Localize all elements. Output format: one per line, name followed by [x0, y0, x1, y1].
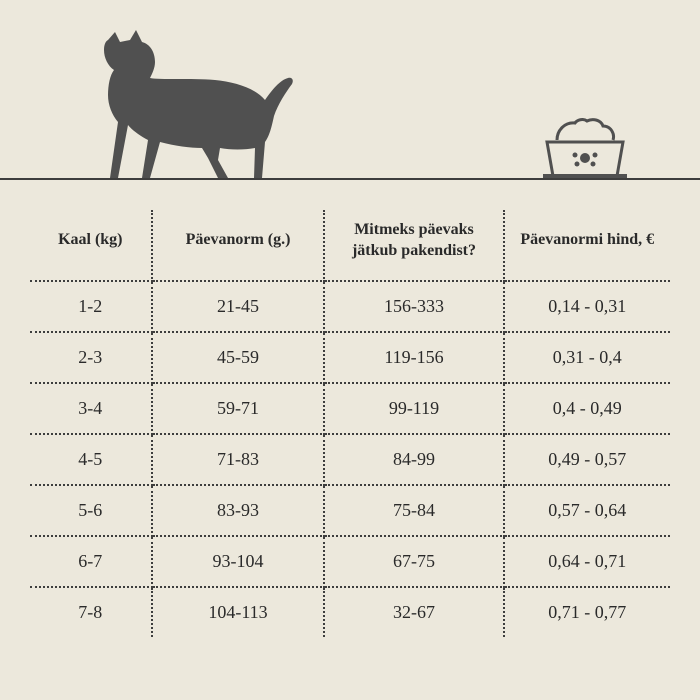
- cell-norm: 45-59: [152, 332, 325, 383]
- col-header-weight: Kaal (kg): [30, 210, 152, 281]
- cell-days: 156-333: [324, 281, 503, 332]
- table-row: 3-459-7199-1190,4 - 0,49: [30, 383, 670, 434]
- table-body: 1-221-45156-3330,14 - 0,312-345-59119-15…: [30, 281, 670, 637]
- cell-days: 32-67: [324, 587, 503, 637]
- cell-norm: 93-104: [152, 536, 325, 587]
- food-bowl-icon: [535, 118, 635, 180]
- table-row: 6-793-10467-750,64 - 0,71: [30, 536, 670, 587]
- cell-price: 0,31 - 0,4: [504, 332, 670, 383]
- cell-price: 0,71 - 0,77: [504, 587, 670, 637]
- cell-weight: 7-8: [30, 587, 152, 637]
- table-row: 5-683-9375-840,57 - 0,64: [30, 485, 670, 536]
- cell-norm: 104-113: [152, 587, 325, 637]
- cell-price: 0,49 - 0,57: [504, 434, 670, 485]
- cell-weight: 5-6: [30, 485, 152, 536]
- table-row: 7-8104-11332-670,71 - 0,77: [30, 587, 670, 637]
- feeding-table-container: Kaal (kg) Päevanorm (g.) Mitmeks päevaks…: [0, 180, 700, 637]
- cell-days: 67-75: [324, 536, 503, 587]
- table-row: 4-571-8384-990,49 - 0,57: [30, 434, 670, 485]
- cell-days: 99-119: [324, 383, 503, 434]
- col-header-price: Päevanormi hind, €: [504, 210, 670, 281]
- header-illustration: [0, 0, 700, 180]
- cell-weight: 4-5: [30, 434, 152, 485]
- cell-norm: 71-83: [152, 434, 325, 485]
- cell-price: 0,14 - 0,31: [504, 281, 670, 332]
- cell-weight: 3-4: [30, 383, 152, 434]
- col-header-days: Mitmeks päevaks jätkub pakendist?: [324, 210, 503, 281]
- cell-days: 75-84: [324, 485, 503, 536]
- cell-price: 0,64 - 0,71: [504, 536, 670, 587]
- cell-days: 84-99: [324, 434, 503, 485]
- cell-price: 0,4 - 0,49: [504, 383, 670, 434]
- cell-days: 119-156: [324, 332, 503, 383]
- cell-price: 0,57 - 0,64: [504, 485, 670, 536]
- col-header-norm: Päevanorm (g.): [152, 210, 325, 281]
- table-row: 2-345-59119-1560,31 - 0,4: [30, 332, 670, 383]
- table-header-row: Kaal (kg) Päevanorm (g.) Mitmeks päevaks…: [30, 210, 670, 281]
- cell-norm: 83-93: [152, 485, 325, 536]
- feeding-table: Kaal (kg) Päevanorm (g.) Mitmeks päevaks…: [30, 210, 670, 637]
- cell-norm: 59-71: [152, 383, 325, 434]
- cell-weight: 1-2: [30, 281, 152, 332]
- cat-silhouette-icon: [60, 30, 300, 180]
- cell-weight: 6-7: [30, 536, 152, 587]
- ground-line: [0, 178, 700, 180]
- cell-weight: 2-3: [30, 332, 152, 383]
- table-row: 1-221-45156-3330,14 - 0,31: [30, 281, 670, 332]
- cell-norm: 21-45: [152, 281, 325, 332]
